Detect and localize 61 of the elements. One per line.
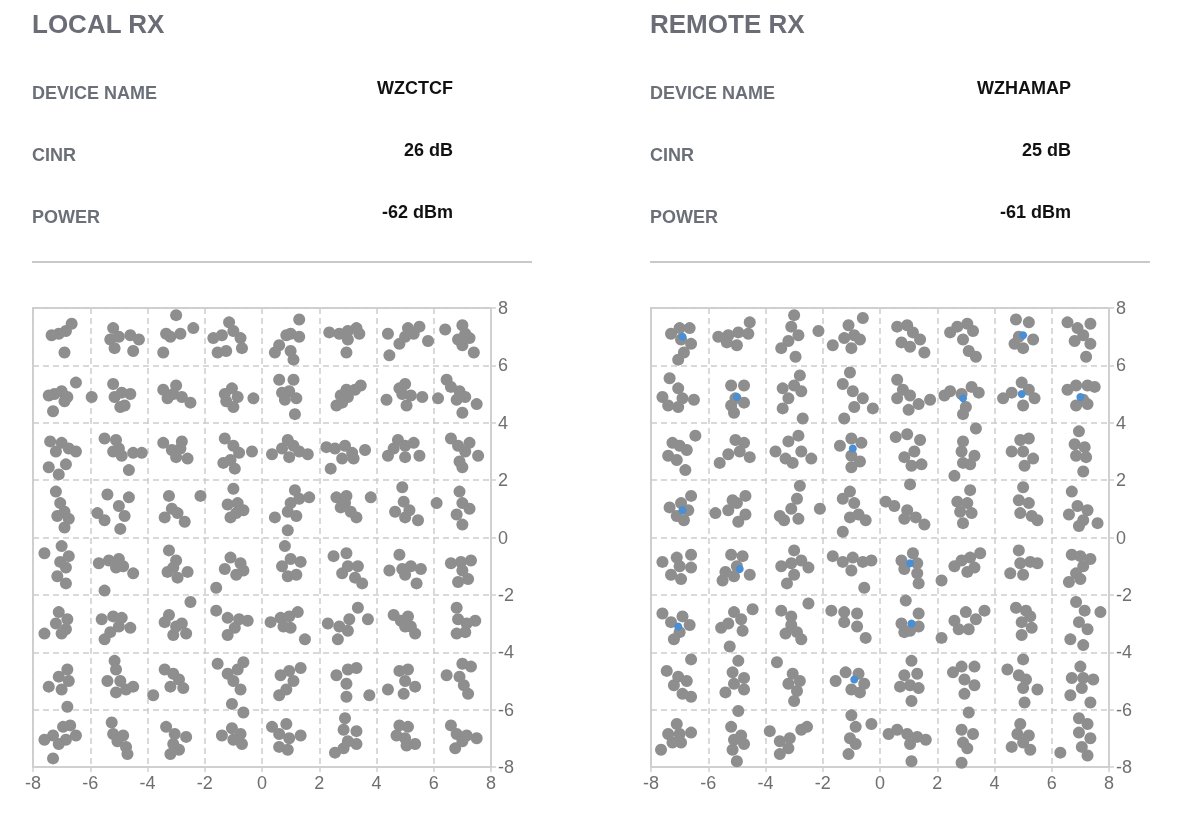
- y-tick-label: 8: [498, 298, 509, 318]
- point: [735, 565, 744, 574]
- y-tick-label: 2: [1116, 470, 1127, 491]
- x-tick-label: 2: [314, 773, 325, 793]
- y-tick-label: -8: [498, 757, 515, 777]
- chart-title: REMOTE RX: [650, 9, 805, 39]
- point: [678, 506, 687, 515]
- y-tick-label: 6: [1116, 355, 1127, 376]
- text: POWER: [650, 207, 719, 227]
- y-tick-label: 6: [498, 355, 509, 376]
- point: [1017, 390, 1026, 399]
- x-tick-label: 4: [989, 773, 1000, 793]
- text: POWER: [32, 207, 101, 227]
- text: 25 dB: [1021, 140, 1071, 160]
- text: -62 dBm: [381, 202, 453, 222]
- text: WZCTCF: [377, 78, 453, 98]
- x-tick-label: 2: [932, 773, 943, 793]
- point: [959, 394, 968, 403]
- y-tick-label: 8: [1116, 298, 1127, 318]
- x-tick-label: 0: [256, 773, 268, 793]
- x-tick-label: -6: [82, 773, 99, 793]
- x-tick-label: -4: [757, 773, 774, 793]
- point: [1076, 392, 1085, 401]
- x-tick-label: -2: [814, 773, 831, 793]
- y-tick-label: -2: [498, 584, 515, 605]
- x-tick-label: -4: [139, 773, 156, 793]
- text: CINR: [32, 145, 76, 165]
- chart-title: LOCAL RX: [32, 9, 165, 39]
- x-tick-label: -6: [700, 773, 717, 793]
- y-tick-label: 2: [498, 470, 509, 491]
- x-tick-label: 6: [1046, 773, 1057, 793]
- y-tick-label: -2: [1116, 584, 1133, 605]
- y-tick-label: -4: [1116, 642, 1133, 663]
- x-tick-label: 6: [428, 773, 439, 793]
- point: [906, 559, 915, 568]
- x-tick-label: -8: [24, 773, 42, 793]
- text: WZHAMAP: [977, 78, 1071, 98]
- y-tick-label: 4: [498, 412, 509, 433]
- text: DEVICE NAME: [32, 83, 158, 103]
- y-tick-label: 4: [1116, 412, 1127, 433]
- x-tick-label: 0: [874, 773, 886, 793]
- x-tick-label: 4: [371, 773, 382, 793]
- text: DEVICE NAME: [650, 83, 776, 103]
- point: [674, 622, 683, 631]
- point: [848, 444, 857, 453]
- point: [850, 675, 859, 684]
- y-tick-label: -8: [1116, 757, 1133, 777]
- point: [678, 332, 687, 341]
- text: -61 dBm: [999, 202, 1071, 222]
- y-tick-label: -6: [1116, 699, 1133, 720]
- text: 26 dB: [403, 140, 453, 160]
- text: CINR: [650, 145, 694, 165]
- x-tick-label: -8: [642, 773, 660, 793]
- y-tick-label: -4: [498, 642, 515, 663]
- y-tick-label: -6: [498, 699, 515, 720]
- y-tick-label: 0: [1116, 527, 1127, 548]
- point: [907, 619, 916, 628]
- y-tick-label: 0: [498, 527, 509, 548]
- x-tick-label: -2: [196, 773, 213, 793]
- point: [1019, 331, 1028, 340]
- point: [732, 392, 741, 401]
